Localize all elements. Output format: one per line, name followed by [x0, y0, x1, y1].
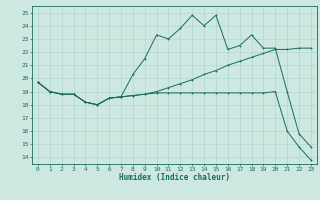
X-axis label: Humidex (Indice chaleur): Humidex (Indice chaleur): [119, 173, 230, 182]
